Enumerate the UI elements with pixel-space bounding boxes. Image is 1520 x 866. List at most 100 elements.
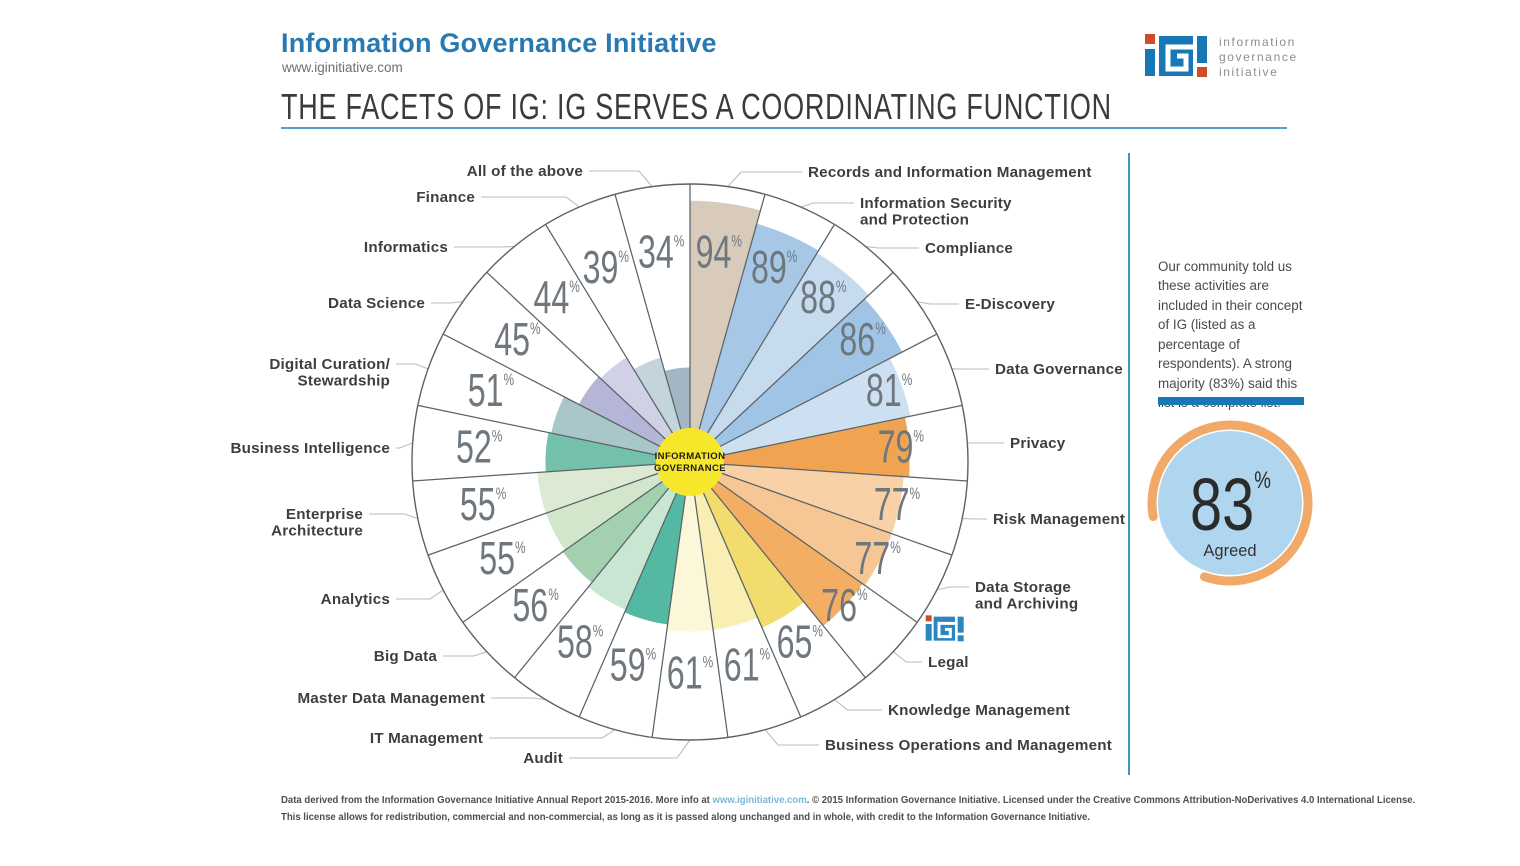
footer-line-1-post: . © 2015 Information Governance Initiati… — [806, 795, 1416, 806]
wedge-sector-business-intelligence — [545, 432, 690, 472]
footer-line-1: Data derived from the Information Govern… — [281, 795, 1415, 806]
logo-i-dot — [1145, 34, 1155, 44]
wedge-sector-e-discovery — [690, 298, 903, 462]
wedge-boundary — [427, 461, 691, 556]
wedge-boundary — [462, 461, 691, 623]
wedge-value: 86% — [839, 315, 885, 366]
wedge-label-it-management: IT Management — [370, 730, 483, 747]
wedge-sector-privacy — [690, 417, 910, 477]
leader-line — [396, 589, 444, 600]
agreed-badge: 83% Agreed — [1147, 420, 1313, 586]
wedge-boundary — [514, 461, 691, 678]
leader-line — [569, 739, 691, 759]
wedge-value: 77% — [854, 534, 900, 585]
badge-progress-ring — [1147, 420, 1313, 586]
wedge-label-enterprise-architecture: Architecture — [271, 523, 363, 540]
wedge-sector-it-management — [624, 462, 690, 625]
leader-line — [589, 170, 653, 187]
wedge-label-finance: Finance — [416, 189, 475, 206]
org-url: www.iginitiative.com — [282, 60, 403, 75]
wedge-boundary — [486, 271, 691, 463]
footer-line-2: This license allows for redistribution, … — [281, 812, 1090, 823]
wedge-label-information-security-and-protection: Information Security — [860, 195, 1012, 212]
wedge-label-master-data-management: Master Data Management — [297, 690, 485, 707]
footer-line-1-pre: Data derived from the Information Govern… — [281, 795, 713, 806]
wedge-label-digital-curation-stewardship: Digital Curation/ — [269, 356, 390, 373]
wedge-label-privacy: Privacy — [1010, 435, 1066, 452]
wedge-label-knowledge-management: Knowledge Management — [888, 702, 1070, 719]
org-title: Information Governance Initiative — [281, 28, 717, 58]
wedge-boundary — [689, 271, 894, 463]
igi-mark-icon — [925, 615, 964, 642]
wedge-sector-information-security-and-protection — [690, 223, 819, 462]
leader-line — [443, 651, 487, 657]
wedge-boundary — [689, 194, 766, 463]
leader-line — [936, 586, 969, 591]
wedge-value: 45% — [494, 315, 540, 366]
leader-line — [454, 245, 515, 248]
leader-line — [489, 729, 616, 739]
badge-circle — [1158, 431, 1302, 575]
vertical-divider — [1128, 153, 1130, 775]
wedge-value: 65% — [777, 617, 823, 668]
leader-line — [865, 245, 919, 249]
wedge-value: 51% — [468, 366, 514, 417]
leader-line — [396, 363, 429, 370]
badge-value: 83% — [1190, 464, 1271, 547]
wedge-label-business-operations-and-management: Business Operations and Management — [825, 737, 1112, 754]
leader-line — [727, 171, 802, 187]
wedge-label-e-discovery: E-Discovery — [965, 296, 1055, 313]
logo-word-3: initiative — [1219, 65, 1278, 79]
wedge-label-analytics: Analytics — [321, 591, 390, 608]
wheel-rim — [411, 183, 969, 741]
wedge-label-compliance: Compliance — [925, 240, 1013, 257]
wedge-value: 94% — [696, 227, 742, 278]
wedge-value: 81% — [866, 366, 912, 417]
wedge-sector-legal — [690, 462, 863, 626]
wedge-boundary — [614, 194, 691, 463]
wedge-label-records-and-information-management: Records and Information Management — [808, 164, 1092, 181]
wedge-boundary — [442, 333, 691, 463]
wedge-boundary — [689, 461, 918, 623]
wedge-value: 79% — [878, 422, 924, 473]
wedge-label-enterprise-architecture: Enterprise — [286, 506, 363, 523]
badge-label: Agreed — [1203, 542, 1256, 560]
wedge-sector-risk-management — [690, 462, 904, 534]
wheel-center-label-2: GOVERNANCE — [654, 463, 726, 474]
leader-line — [481, 196, 580, 208]
logo-i-stem — [1145, 49, 1155, 76]
wedge-sector-data-science — [578, 376, 690, 462]
wedge-boundary — [689, 461, 953, 556]
logo-g-maze — [1165, 44, 1193, 72]
wedge-label-business-intelligence: Business Intelligence — [230, 440, 390, 457]
wedge-value: 34% — [638, 227, 684, 278]
wedge-label-data-storage-and-archiving: and Archiving — [975, 596, 1078, 613]
footer-link[interactable]: www.iginitiative.com — [712, 795, 807, 806]
wedge-value: 77% — [874, 479, 920, 530]
leader-line — [917, 301, 959, 305]
leader-line — [369, 513, 418, 520]
wedge-value: 55% — [479, 534, 525, 585]
wedge-sector-analytics — [545, 462, 690, 551]
wedge-sector-digital-curation-stewardship — [551, 396, 690, 462]
wedge-sector-informatics — [600, 357, 690, 462]
wedge-sector-enterprise-architecture — [537, 462, 690, 514]
wedge-sector-data-storage-and-archiving — [690, 462, 892, 586]
leader-line — [892, 651, 922, 663]
wedge-label-informatics: Informatics — [364, 239, 448, 256]
wedge-boundary — [689, 333, 938, 463]
wedge-label-information-security-and-protection: and Protection — [860, 212, 969, 229]
wedge-label-data-science: Data Science — [328, 295, 425, 312]
wedge-boundary — [689, 461, 802, 718]
leader-line — [834, 699, 882, 711]
wedge-value: 76% — [821, 581, 867, 632]
wedge-sector-compliance — [690, 253, 869, 462]
wedge-label-digital-curation-stewardship: Stewardship — [297, 373, 390, 390]
wedge-label-audit: Audit — [523, 750, 563, 767]
logo-excl-dot — [1197, 67, 1207, 77]
wedge-sector-audit — [666, 462, 714, 632]
wedge-sector-knowledge-management — [690, 462, 804, 628]
leader-line — [396, 442, 413, 449]
wedge-label-big-data: Big Data — [374, 648, 438, 665]
